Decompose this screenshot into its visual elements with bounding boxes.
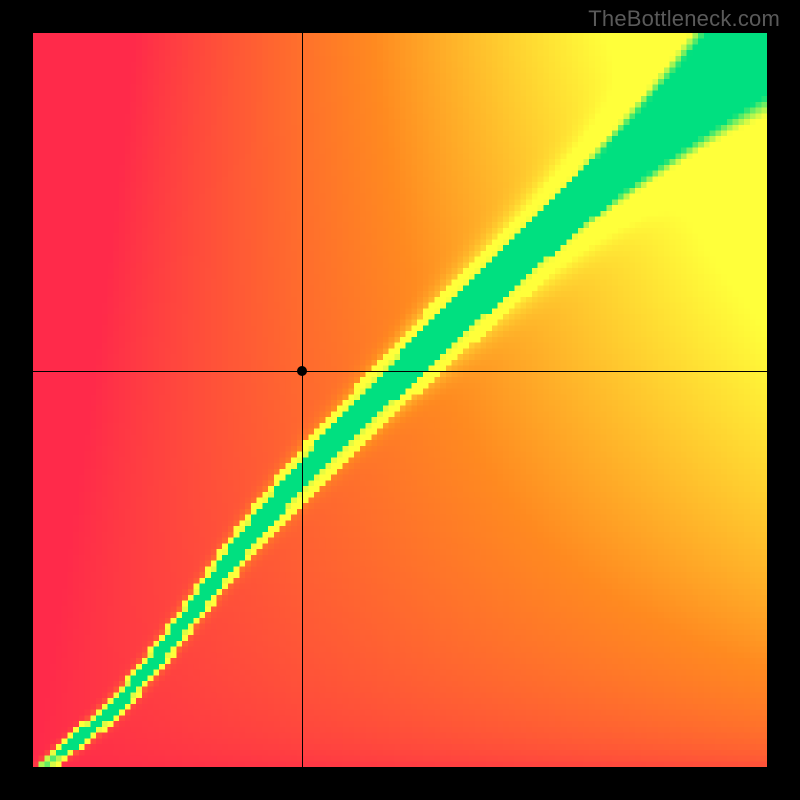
heatmap-canvas [33, 33, 767, 767]
crosshair-horizontal [33, 371, 767, 372]
heatmap-plot [33, 33, 767, 767]
crosshair-marker [297, 366, 307, 376]
crosshair-vertical [302, 33, 303, 767]
watermark-text: TheBottleneck.com [588, 6, 780, 32]
